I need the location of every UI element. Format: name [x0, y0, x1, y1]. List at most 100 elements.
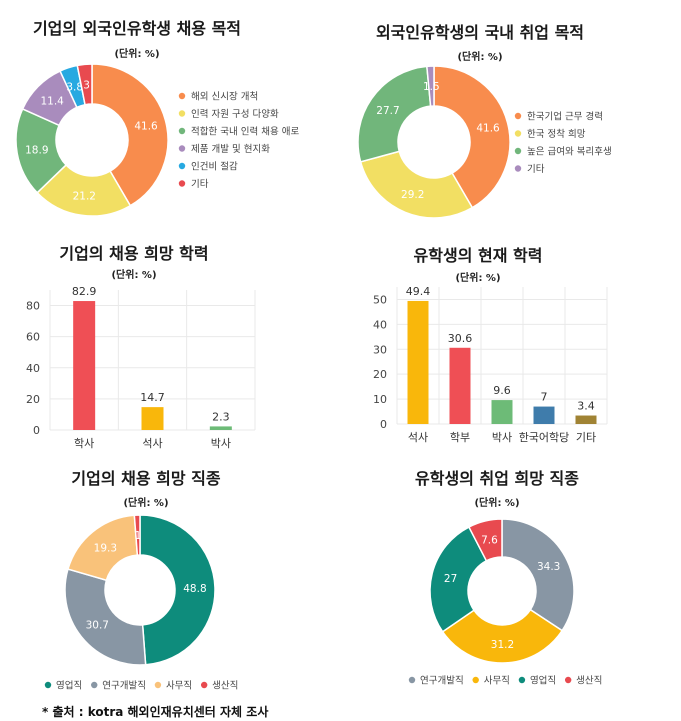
legend-marker: [472, 676, 479, 684]
x-tick-label: 박사: [211, 437, 231, 450]
chart-6-unit: (단위: %): [474, 496, 519, 509]
legend-marker: [564, 676, 572, 684]
legend-label: 한국 정착 희망: [527, 129, 586, 140]
y-tick-label: 0: [33, 424, 40, 437]
bar-value-label: 2.3: [212, 410, 230, 423]
slice-label: 1: [135, 530, 142, 542]
bar-value-label: 9.6: [493, 384, 511, 397]
slice-label: 19.3: [94, 542, 117, 554]
donut-slice: [133, 514, 141, 556]
chart-4-bar: 유학생의 현재 학력 (단위: %) 0 10 20 30 40 50 49.4 석사 30.6 학부…: [373, 246, 608, 444]
legend-marker: [514, 147, 522, 155]
bar: [209, 426, 232, 430]
slice-label: 18.9: [25, 145, 48, 157]
y-tick-label: 0: [380, 418, 387, 431]
slice-label: 29.2: [401, 189, 424, 201]
slice-label: 30.7: [86, 620, 109, 632]
legend-label: 사무직: [166, 681, 192, 692]
slice-label: 34.3: [537, 561, 560, 573]
bar: [141, 407, 164, 430]
legend-label: 영업직: [530, 675, 556, 687]
legend-marker: [514, 130, 522, 137]
legend-marker: [178, 162, 186, 170]
slice-label: 11.4: [40, 96, 64, 108]
legend-label: 기타: [527, 164, 545, 175]
slice-label: 1.5: [423, 81, 440, 93]
bar-value-label: 3.4: [577, 400, 595, 413]
y-tick-label: 40: [26, 362, 40, 375]
chart-3-bar: 기업의 채용 희망 학력 (단위: %) 0 20 40 60 80 82.9 학사 14.7 석사…: [26, 244, 256, 450]
legend-marker: [200, 681, 208, 689]
bar-value-label: 14.7: [140, 391, 165, 404]
donut-slice: [139, 514, 216, 666]
donut-slice: [91, 63, 169, 207]
chart-1-title: 기업의 외국인유학생 채용 목적: [33, 19, 241, 38]
legend-label: 기타: [191, 179, 209, 190]
slice-label: 41.6: [134, 120, 158, 132]
legend-label: 인력 자원 구성 다양화: [191, 108, 279, 120]
slice-label: 41.6: [476, 122, 500, 134]
y-tick-label: 20: [373, 368, 387, 381]
legend-marker: [44, 681, 52, 689]
bar-value-label: 82.9: [72, 285, 97, 298]
donut-slice: [357, 65, 432, 163]
y-tick-label: 40: [373, 318, 387, 331]
bar: [533, 406, 555, 424]
chart-4-unit: (단위: %): [455, 271, 500, 284]
bar-value-label: 49.4: [406, 285, 431, 298]
donut-slice: [64, 568, 147, 666]
slice-label: 27: [444, 573, 457, 585]
legend-label: 인건비 절감: [191, 161, 238, 173]
legend-label: 영업직: [56, 680, 82, 692]
x-tick-label: 박사: [492, 431, 512, 444]
y-tick-label: 80: [26, 300, 40, 313]
donut-slice: [441, 608, 564, 664]
chart-5-title: 기업의 채용 희망 직종: [71, 469, 220, 488]
legend-marker: [514, 112, 522, 120]
chart-5-donut: 기업의 채용 희망 직종 (단위: %) 48.8 30.7 19.3 1 영업직 연구개발직…: [44, 469, 238, 692]
donut-slice: [467, 518, 503, 562]
y-tick-label: 60: [26, 331, 40, 344]
x-tick-label: 석사: [408, 431, 428, 444]
y-tick-label: 10: [373, 393, 387, 406]
chart-2-donut: 외국인유학생의 국내 취업 목적 (단위: %) 41.6 29.2 27.7 1.5 한국…: [357, 23, 612, 219]
chart-1-donut: 기업의 외국인유학생 채용 목적(단위: %)41.621.218.911.43…: [15, 19, 299, 217]
donut-slice: [501, 518, 575, 632]
chart-3-unit: (단위: %): [111, 268, 156, 281]
legend-marker: [178, 110, 186, 117]
legend-label: 높은 급여와 복리후생: [527, 146, 612, 158]
x-tick-label: 학부: [450, 431, 470, 444]
legend-marker: [178, 180, 186, 187]
bar: [73, 301, 96, 430]
bar-value-label: 7: [541, 391, 548, 404]
x-tick-label: 학사: [74, 437, 94, 450]
legend-marker: [514, 165, 522, 172]
x-tick-label: 한국어학당: [519, 431, 570, 444]
source-note: * 출처 : kotra 해외인재유치센터 자체 조사: [42, 704, 268, 719]
bar: [491, 400, 513, 424]
donut-slice: [359, 150, 474, 219]
slice-label: 7.6: [481, 535, 498, 547]
chart-4-title: 유학생의 현재 학력: [414, 246, 543, 265]
legend-label: 적합한 국내 인력 채용 애로: [191, 126, 299, 138]
slice-label: 27.7: [376, 105, 399, 117]
chart-3-title: 기업의 채용 희망 학력: [59, 244, 208, 263]
chart-1-unit: (단위: %): [114, 47, 159, 60]
chart-6-title: 유학생의 취업 희망 직종: [415, 469, 579, 488]
chart-2-unit: (단위: %): [457, 50, 502, 63]
chart-2-title: 외국인유학생의 국내 취업 목적: [376, 23, 584, 42]
bar-value-label: 30.6: [448, 332, 473, 345]
legend-marker: [408, 676, 416, 684]
legend-marker: [154, 681, 162, 689]
legend-marker: [178, 145, 186, 152]
bar: [449, 347, 471, 424]
donut-slice: [433, 65, 511, 209]
legend-label: 제품 개발 및 현지화: [191, 143, 270, 155]
slice-label: 31.2: [491, 639, 514, 651]
x-tick-label: 석사: [142, 437, 162, 450]
legend-label: 사무직: [484, 676, 510, 687]
slice-label: 3: [83, 79, 90, 91]
legend-label: 한국기업 근무 경력: [527, 111, 603, 123]
y-tick-label: 50: [373, 293, 387, 306]
legend-label: 연구개발직: [420, 676, 464, 687]
